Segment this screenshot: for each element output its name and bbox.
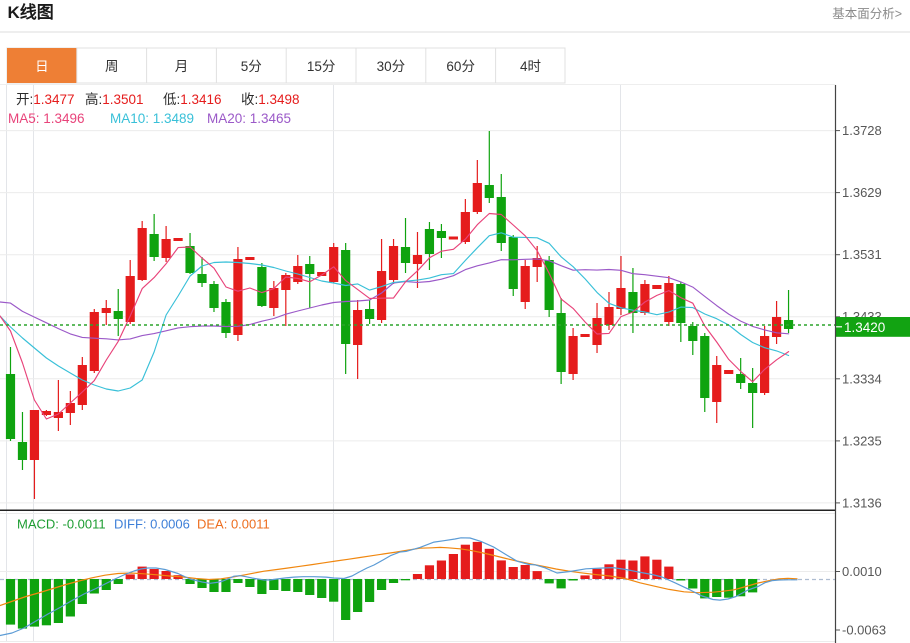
svg-text:1.3235: 1.3235 <box>842 433 882 448</box>
svg-text:30分: 30分 <box>377 59 406 74</box>
svg-text:MACD: -0.0011: MACD: -0.0011 <box>17 517 106 532</box>
svg-text:开:1.3477: 开:1.3477 <box>16 92 75 107</box>
svg-text:-0.0063: -0.0063 <box>842 623 886 638</box>
svg-text:60分: 60分 <box>446 59 475 74</box>
svg-text:1.3420: 1.3420 <box>844 320 885 335</box>
svg-text:0.0010: 0.0010 <box>842 564 882 579</box>
svg-text:低:1.3416: 低:1.3416 <box>163 92 222 107</box>
svg-text:周: 周 <box>105 59 119 74</box>
svg-text:MA5: 1.3496: MA5: 1.3496 <box>8 111 85 126</box>
svg-text:高:1.3501: 高:1.3501 <box>85 91 144 107</box>
svg-text:日: 日 <box>35 59 49 74</box>
svg-text:月: 月 <box>175 59 189 74</box>
svg-text:收:1.3498: 收:1.3498 <box>241 92 300 107</box>
svg-text:5分: 5分 <box>241 59 262 74</box>
svg-text:DIFF: 0.0006: DIFF: 0.0006 <box>114 517 190 532</box>
svg-text:DEA: 0.0011: DEA: 0.0011 <box>197 517 270 532</box>
svg-text:K线图: K线图 <box>8 2 54 22</box>
svg-text:4时: 4时 <box>520 59 541 74</box>
svg-text:基本面分析>: 基本面分析> <box>832 7 902 21</box>
svg-text:1.3629: 1.3629 <box>842 185 882 200</box>
svg-text:1.3136: 1.3136 <box>842 495 882 510</box>
svg-text:15分: 15分 <box>307 59 336 74</box>
svg-text:1.3334: 1.3334 <box>842 371 882 386</box>
svg-text:1.3728: 1.3728 <box>842 123 882 138</box>
svg-text:1.3531: 1.3531 <box>842 247 882 262</box>
svg-text:MA10: 1.3489: MA10: 1.3489 <box>110 111 194 126</box>
svg-text:MA20: 1.3465: MA20: 1.3465 <box>207 111 291 126</box>
